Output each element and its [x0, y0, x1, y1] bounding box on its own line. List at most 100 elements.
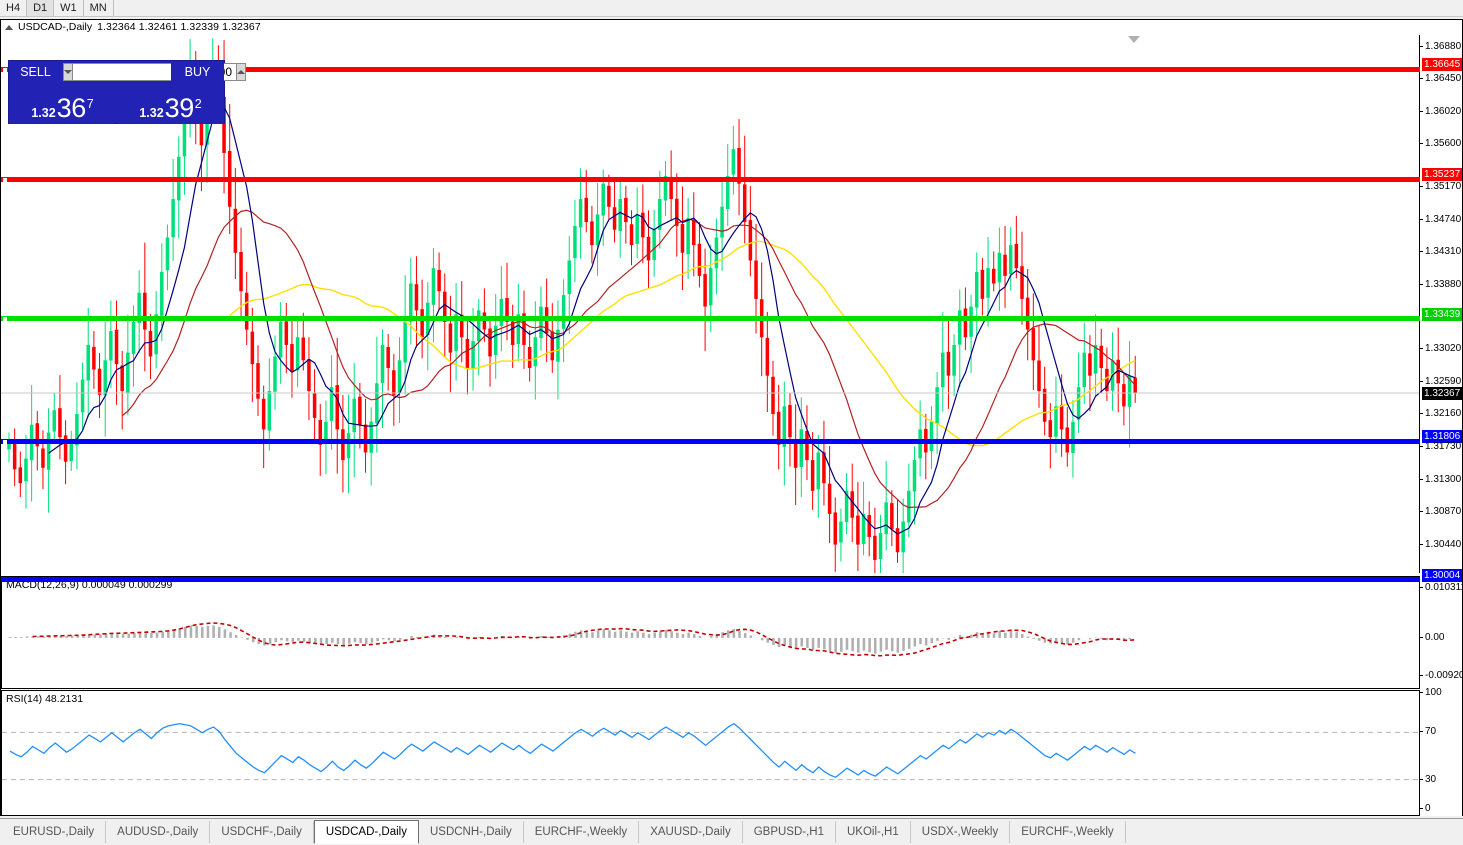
- tick-label: 1.36450: [1425, 73, 1462, 84]
- tick-label: 1.32590: [1425, 376, 1462, 387]
- tick-dash: [1420, 46, 1423, 47]
- ma-fast-line: [48, 106, 1136, 535]
- volume-decrement-button[interactable]: [63, 63, 73, 81]
- chart-symbol-label: USDCAD-,Daily: [18, 21, 93, 33]
- tick-dash: [1420, 413, 1423, 414]
- tick-label: 1.34310: [1425, 246, 1462, 257]
- buy-button[interactable]: BUY: [171, 61, 224, 83]
- chart-tab-gbpusdh1[interactable]: GBPUSD-,H1: [743, 821, 836, 843]
- tick-label: 1.31730: [1425, 441, 1462, 452]
- macd-signal-line: [32, 622, 1136, 657]
- price-tick-1-36880: 1.36880: [1420, 41, 1462, 53]
- tick-dash: [1420, 511, 1423, 512]
- chart-tab-usdcaddaily[interactable]: USDCAD-,Daily: [313, 820, 419, 844]
- rsi-line: [9, 722, 1136, 779]
- tick-label: 0.010311: [1425, 582, 1463, 593]
- chart-tab-eurchfweekly[interactable]: EURCHF-,Weekly: [524, 821, 640, 843]
- price-tick-1-33439: 1.33439: [1420, 308, 1463, 321]
- chart-tab-usdchfdaily[interactable]: USDCHF-,Daily: [210, 821, 314, 843]
- tick-dash: [1420, 731, 1423, 732]
- level-anchor-knob[interactable]: [3, 178, 7, 182]
- chart-tab-xauusddaily[interactable]: XAUUSD-,Daily: [639, 821, 743, 843]
- tick-label: 1.33020: [1425, 343, 1462, 354]
- tick-label: 1.30004: [1422, 569, 1463, 582]
- tick-dash: [1420, 779, 1423, 780]
- sell-price-prefix: 1.32: [31, 106, 56, 120]
- buy-price-fraction: 2: [194, 97, 202, 111]
- ma-mid-line: [121, 209, 1136, 509]
- tick-dash: [1420, 587, 1423, 588]
- price-tick-1-35170: 1.35170: [1420, 181, 1462, 193]
- tick-label: 1.34740: [1425, 214, 1462, 225]
- caret-down-icon: [64, 70, 72, 74]
- tick-label: 30: [1425, 774, 1437, 785]
- timeframe-toolbar: H4 D1 W1 MN: [0, 0, 1463, 17]
- timeframe-w1[interactable]: W1: [54, 0, 84, 16]
- chart-tab-audusddaily[interactable]: AUDUSD-,Daily: [106, 821, 211, 843]
- tick-label: 1.31300: [1425, 474, 1462, 485]
- volume-increment-button[interactable]: [236, 63, 246, 81]
- chart-expand-icon[interactable]: [5, 24, 13, 30]
- price-tick-1-30440: 1.30440: [1420, 539, 1462, 551]
- chart-tab-usdxweekly[interactable]: USDX-,Weekly: [911, 821, 1011, 843]
- chart-ohlc-values: 1.32364 1.32461 1.32339 1.32367: [97, 21, 261, 33]
- chart-tab-eurchfweekly[interactable]: EURCHF-,Weekly: [1010, 821, 1126, 843]
- trade-panel-quotes: 1.32 36 7 1.32 39 2: [9, 83, 224, 125]
- tick-dash: [1420, 111, 1423, 112]
- tick-label: 1.33439: [1422, 308, 1463, 321]
- tick-dash: [1420, 808, 1423, 809]
- price-tick-1-33880: 1.33880: [1420, 279, 1462, 291]
- level-line-support-blue[interactable]: [1, 439, 1420, 444]
- price-tick-1-36020: 1.36020: [1420, 106, 1462, 118]
- price-tick-1-35237: 1.35237: [1420, 168, 1463, 181]
- sell-button[interactable]: SELL: [9, 61, 62, 83]
- tick-label: 1.36880: [1425, 41, 1462, 52]
- rsi-svg: [2, 722, 1419, 781]
- tick-dash: [1420, 348, 1423, 349]
- timeframe-h4[interactable]: H4: [0, 0, 28, 16]
- rsi-caption: RSI(14) 48.2131: [6, 693, 84, 705]
- price-tick-1-31806: 1.31806: [1420, 430, 1463, 443]
- macd-svg: [8, 622, 1136, 657]
- caret-up-icon: [237, 70, 245, 74]
- level-line-support-green[interactable]: [1, 316, 1420, 321]
- price-tick-1-32160: 1.32160: [1420, 408, 1462, 420]
- level-anchor-knob[interactable]: [3, 68, 7, 72]
- price-tick-30: 30: [1420, 774, 1462, 786]
- trade-panel-top-row: SELL BUY: [9, 61, 246, 83]
- price-tick-70: 70: [1420, 726, 1462, 738]
- rsi-pane[interactable]: RSI(14) 48.2131: [1, 690, 1420, 816]
- tick-dash: [1420, 479, 1423, 480]
- tick-dash: [1420, 143, 1423, 144]
- price-tick-1-34740: 1.34740: [1420, 214, 1462, 226]
- price-tick-1-32590: 1.32590: [1420, 376, 1462, 388]
- tick-dash: [1420, 446, 1423, 447]
- tick-label: 1.35237: [1422, 168, 1463, 181]
- level-anchor-knob[interactable]: [3, 317, 7, 321]
- macd-pane[interactable]: MACD(12,26,9) 0.000049 0.000299: [1, 576, 1420, 689]
- tick-dash: [1420, 219, 1423, 220]
- level-line-resistance-mid[interactable]: [1, 177, 1420, 182]
- price-tick-1-30004: 1.30004: [1420, 569, 1463, 582]
- chevron-down-icon[interactable]: [1128, 36, 1140, 43]
- price-scale[interactable]: 1.36880 1.36645 1.36450 1.36020 1.35600 1.352…: [1420, 35, 1463, 816]
- chart-tab-eurusddaily[interactable]: EURUSD-,Daily: [2, 821, 107, 843]
- chart-tab-ukoilh1[interactable]: UKOil-,H1: [836, 821, 911, 843]
- timeframe-mn[interactable]: MN: [83, 0, 114, 16]
- level-line-support-lower[interactable]: [1, 577, 1420, 582]
- price-tick-1-36450: 1.36450: [1420, 73, 1462, 85]
- chart-tab-usdcnhdaily[interactable]: USDCNH-,Daily: [419, 821, 524, 843]
- level-anchor-knob[interactable]: [3, 440, 7, 444]
- one-click-trading-panel[interactable]: SELL BUY 1.32 36 7: [8, 60, 246, 125]
- tick-label: 1.32367: [1422, 387, 1463, 400]
- sell-price-quote[interactable]: 1.32 36 7: [10, 83, 115, 124]
- price-tick-1-31730: 1.31730: [1420, 441, 1462, 453]
- timeframe-d1[interactable]: D1: [27, 0, 55, 16]
- volume-stepper[interactable]: [62, 61, 246, 83]
- tick-label: 1.32160: [1425, 408, 1462, 419]
- level-line-resistance-upper[interactable]: [1, 67, 1420, 72]
- price-tick--0-009203: -0.009203: [1420, 670, 1463, 682]
- tick-label: 1.35600: [1425, 138, 1462, 149]
- buy-price-quote[interactable]: 1.32 39 2: [118, 83, 223, 124]
